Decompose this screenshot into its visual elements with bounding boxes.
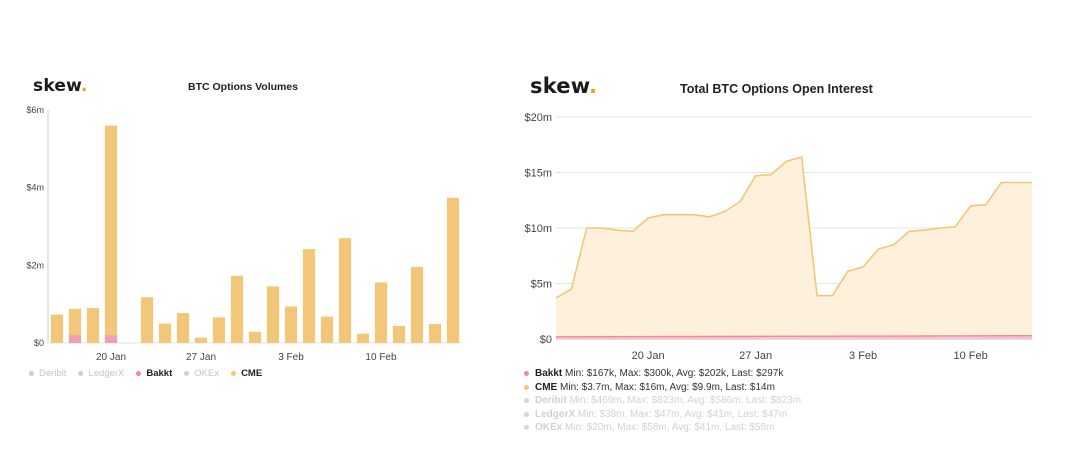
bar-cme bbox=[338, 238, 352, 343]
y-tick-label: $5m bbox=[531, 279, 552, 291]
skew-logo: skew. bbox=[530, 74, 597, 98]
legend-text: OKEx Min: $20m, Max: $58m, Avg: $41m, La… bbox=[535, 422, 774, 433]
y-tick-label: $10m bbox=[524, 223, 552, 235]
legend-series-stats: Min: $20m, Max: $58m, Avg: $41m, Last: $… bbox=[565, 422, 775, 434]
x-tick-label: 10 Feb bbox=[365, 352, 397, 363]
logo-dot: . bbox=[80, 76, 88, 96]
x-tick-label: 10 Feb bbox=[953, 350, 987, 362]
legend-item-ledgerx[interactable]: LedgerX bbox=[78, 368, 124, 379]
bar-cme bbox=[284, 306, 298, 343]
legend-dot-icon bbox=[524, 411, 529, 417]
legend-series-name: CME bbox=[535, 381, 558, 393]
legend-series-name: LedgerX bbox=[535, 408, 576, 420]
legend-label: OKEx bbox=[194, 368, 220, 379]
legend-dot-icon bbox=[524, 398, 529, 404]
legend-label: Deribit bbox=[39, 368, 67, 379]
logo-text: skew bbox=[530, 74, 590, 98]
x-tick-label: 3 Feb bbox=[278, 352, 304, 363]
legend-dot-icon bbox=[29, 371, 34, 376]
bar-cme bbox=[104, 125, 118, 344]
legend-item-deribit[interactable]: Deribit Min: $469m, Max: $823m, Avg: $58… bbox=[524, 394, 801, 408]
legend-dot-icon bbox=[524, 371, 529, 377]
legend-dot-icon bbox=[231, 371, 237, 376]
bar-cme bbox=[50, 314, 64, 343]
legend-text: LedgerX Min: $38m, Max: $47m, Avg: $41m,… bbox=[535, 409, 787, 420]
logo-dot: . bbox=[589, 74, 598, 98]
volumes-panel: skew. BTC Options Volumes $0 $2m $4m $6m 20 … bbox=[0, 0, 520, 469]
legend-item-cme[interactable]: CME Min: $3.7m, Max: $16m, Avg: $9.9m, L… bbox=[524, 381, 801, 395]
x-tick-label: 27 Jan bbox=[186, 352, 216, 363]
y-tick-label: $0 bbox=[540, 334, 552, 346]
area-cme bbox=[556, 157, 1032, 339]
y-tick-label: $2m bbox=[26, 260, 44, 270]
bar-cme bbox=[248, 331, 262, 343]
legend-series-stats: Min: $3.7m, Max: $16m, Avg: $9.9m, Last:… bbox=[560, 381, 775, 393]
legend-text: Bakkt Min: $167k, Max: $300k, Avg: $202k… bbox=[535, 368, 783, 379]
legend-label: LedgerX bbox=[88, 368, 125, 379]
x-tick-label: 27 Jan bbox=[739, 350, 772, 362]
bar-cme bbox=[140, 297, 154, 343]
legend-dot-icon bbox=[524, 384, 529, 390]
legend-item-ledgerx[interactable]: LedgerX Min: $38m, Max: $47m, Avg: $41m,… bbox=[524, 408, 801, 422]
chart-title: Total BTC Options Open Interest bbox=[680, 82, 873, 96]
legend-item-bakkt[interactable]: Bakkt bbox=[136, 368, 172, 379]
legend-item-deribit[interactable]: Deribit bbox=[29, 368, 66, 379]
legend-dot-icon bbox=[78, 371, 84, 376]
bar-cme bbox=[158, 323, 172, 343]
legend-dot-icon bbox=[136, 371, 142, 376]
bar-cme bbox=[302, 249, 316, 343]
skew-logo: skew. bbox=[33, 76, 88, 96]
legend-series-name: OKEx bbox=[535, 422, 563, 434]
bar-cme bbox=[194, 337, 208, 343]
legend-series-name: Bakkt bbox=[535, 368, 563, 380]
y-tick-label: $20m bbox=[524, 112, 552, 124]
bar-cme bbox=[374, 282, 388, 343]
legend-series-stats: Min: $167k, Max: $300k, Avg: $202k, Last… bbox=[565, 368, 784, 380]
volumes-legend: Deribit LedgerX Bakkt OKEx CME bbox=[29, 368, 262, 379]
bar-cme bbox=[212, 317, 226, 343]
y-tick-label: $15m bbox=[524, 168, 552, 180]
x-tick-label: 20 Jan bbox=[632, 350, 665, 362]
x-tick-label: 20 Jan bbox=[96, 352, 126, 363]
legend-series-stats: Min: $469m, Max: $823m, Avg: $586m, Last… bbox=[569, 395, 802, 407]
bar-cme bbox=[68, 308, 82, 343]
line-bakkt bbox=[555, 335, 1033, 338]
bar-cme bbox=[266, 286, 280, 343]
open-interest-panel: skew. Total BTC Options Open Interest $0… bbox=[520, 0, 1080, 469]
legend-item-bakkt[interactable]: Bakkt Min: $167k, Max: $300k, Avg: $202k… bbox=[524, 367, 801, 381]
bar-cme bbox=[356, 333, 370, 343]
logo-text: skew bbox=[33, 76, 81, 96]
legend-dot-icon bbox=[184, 371, 190, 376]
legend-label: Bakkt bbox=[146, 368, 173, 379]
chart-title: BTC Options Volumes bbox=[188, 81, 299, 93]
open-interest-chart: $0 $5m $10m $15m $20m 20 Jan 27 Jan 3 Feb 10 Feb bbox=[524, 112, 1033, 362]
bar-cme bbox=[410, 266, 424, 343]
bar-cme bbox=[320, 316, 334, 343]
legend-label: CME bbox=[241, 368, 263, 379]
legend-dot-icon bbox=[524, 425, 529, 431]
volumes-chart: $0 $2m $4m $6m 20 Jan 27 Jan 3 Feb 10 Feb bbox=[26, 105, 462, 363]
line-cme bbox=[555, 155, 1032, 299]
y-tick-label: $4m bbox=[26, 183, 44, 193]
y-tick-label: $6m bbox=[26, 105, 44, 115]
legend-series-name: Deribit bbox=[535, 395, 567, 407]
legend-series-stats: Min: $38m, Max: $47m, Avg: $41m, Last: $… bbox=[577, 408, 788, 420]
legend-text: Deribit Min: $469m, Max: $823m, Avg: $58… bbox=[535, 395, 801, 406]
bar-cme bbox=[176, 313, 190, 343]
legend-item-okex[interactable]: OKEx Min: $20m, Max: $58m, Avg: $41m, La… bbox=[524, 421, 801, 435]
x-tick-label: 3 Feb bbox=[849, 350, 877, 362]
bar-cme bbox=[428, 323, 442, 343]
open-interest-legend: Bakkt Min: $167k, Max: $300k, Avg: $202k… bbox=[524, 367, 801, 435]
legend-item-okex[interactable]: OKEx bbox=[184, 368, 219, 379]
legend-item-cme[interactable]: CME bbox=[231, 368, 262, 379]
bar-cme bbox=[230, 275, 244, 343]
bar-cme bbox=[392, 325, 406, 343]
bar-cme bbox=[86, 308, 100, 343]
legend-text: CME Min: $3.7m, Max: $16m, Avg: $9.9m, L… bbox=[535, 382, 775, 393]
bar-cme bbox=[446, 197, 460, 343]
bar-bakkt bbox=[104, 335, 118, 343]
y-tick-label: $0 bbox=[34, 338, 44, 348]
bar-bakkt bbox=[68, 335, 82, 343]
